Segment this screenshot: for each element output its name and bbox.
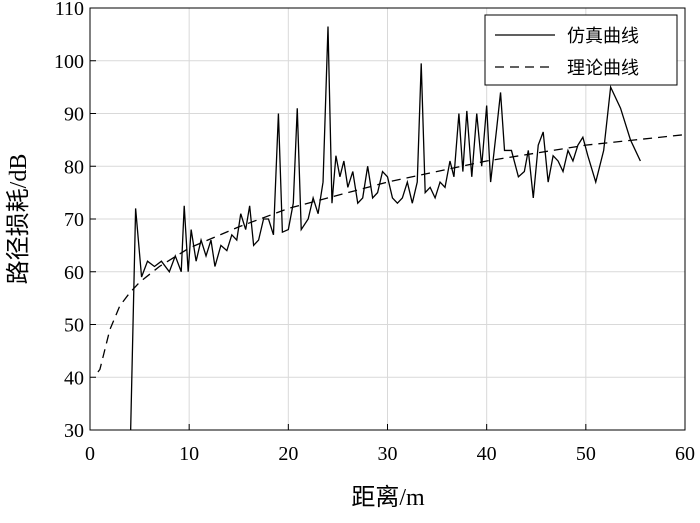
y-tick-label: 60 [64, 262, 84, 284]
x-tick-label: 50 [576, 443, 596, 465]
legend-label: 理论曲线 [567, 58, 639, 79]
line-series [97, 133, 686, 373]
plot-frame [89, 7, 686, 431]
x-axis-label: 距离/m [351, 484, 425, 511]
legend-box [484, 14, 678, 86]
y-tick-label: 40 [64, 367, 84, 389]
y-tick-label: 110 [55, 0, 84, 20]
legend-label: 仿真曲线 [567, 26, 639, 47]
x-tick-label: 0 [85, 443, 95, 465]
y-tick-label: 70 [64, 209, 84, 231]
line-series [130, 26, 641, 431]
x-tick-label: 60 [675, 443, 695, 465]
x-tick-label: 20 [278, 443, 298, 465]
y-axis-label: 路径损耗/dB [5, 154, 32, 285]
x-tick-label: 40 [477, 443, 497, 465]
y-tick-label: 30 [64, 420, 84, 442]
y-tick-label: 100 [54, 51, 84, 73]
x-tick-label: 30 [378, 443, 398, 465]
x-tick-label: 10 [179, 443, 199, 465]
y-tick-label: 50 [64, 315, 84, 337]
y-tick-label: 90 [64, 104, 84, 126]
y-tick-label: 80 [64, 156, 84, 178]
